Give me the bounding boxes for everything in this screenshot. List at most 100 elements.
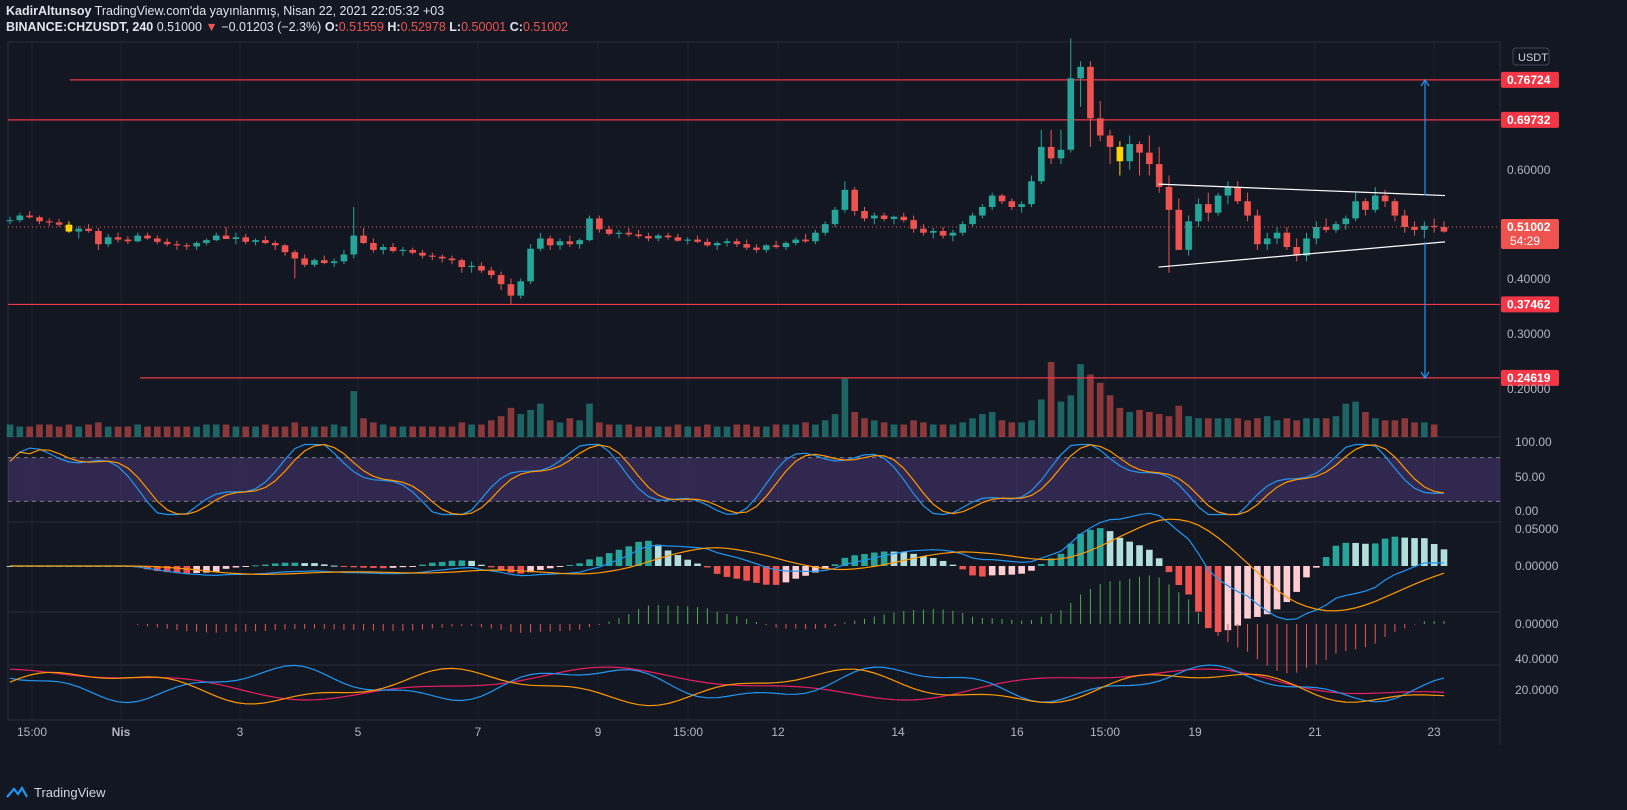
volume-bar bbox=[16, 426, 24, 437]
candle-body bbox=[45, 221, 53, 223]
volume-bar bbox=[1273, 420, 1281, 437]
brand-name[interactable]: TradingView bbox=[34, 784, 106, 800]
volume-bar bbox=[861, 418, 868, 437]
volume-bar bbox=[1322, 418, 1330, 437]
macd-histogram-bar bbox=[880, 551, 888, 566]
candle-body bbox=[704, 241, 711, 246]
candle-body bbox=[75, 228, 83, 232]
macd-histogram-bar bbox=[330, 565, 338, 567]
candle-body bbox=[576, 240, 583, 245]
volume-bar bbox=[1185, 416, 1192, 437]
author-name[interactable]: KadirAltunsoy bbox=[6, 4, 92, 18]
macd-histogram-bar bbox=[1352, 542, 1359, 566]
volume-bar bbox=[527, 409, 534, 437]
macd-histogram-bar bbox=[487, 566, 495, 568]
macd-histogram-bar bbox=[212, 566, 220, 572]
volume-bar bbox=[920, 422, 927, 437]
candle-body bbox=[890, 216, 898, 219]
candle-body bbox=[605, 229, 613, 234]
candle-body bbox=[1224, 186, 1232, 196]
level-price-label: 0.76724 bbox=[1507, 73, 1551, 87]
volume-bar bbox=[65, 424, 73, 437]
macd-histogram-bar bbox=[1313, 566, 1320, 568]
chart-canvas[interactable]: 0.767240.697320.374620.246190.5100254:29… bbox=[0, 0, 1627, 780]
macd-histogram-bar bbox=[1175, 566, 1183, 586]
macd-histogram-bar bbox=[1126, 541, 1133, 566]
macd-histogram-bar bbox=[1047, 558, 1055, 566]
macd-histogram-bar bbox=[1087, 529, 1094, 566]
candle-body bbox=[252, 240, 259, 242]
macd-histogram-bar bbox=[566, 564, 574, 566]
macd-histogram-bar bbox=[871, 552, 878, 566]
macd-histogram-bar bbox=[1234, 566, 1242, 626]
volume-bar bbox=[929, 424, 937, 437]
volume-bar bbox=[566, 418, 574, 437]
candle-body bbox=[841, 189, 849, 210]
candle-body bbox=[1430, 225, 1438, 227]
candle-body bbox=[85, 228, 92, 232]
level-price-label: 0.69732 bbox=[1507, 113, 1551, 127]
volume-bar bbox=[1146, 412, 1153, 437]
macd-histogram-bar bbox=[920, 556, 927, 566]
candle-body bbox=[173, 244, 181, 246]
candle-body bbox=[301, 258, 308, 265]
price-tick-label: 0.30000 bbox=[1507, 327, 1551, 341]
candle-body bbox=[291, 252, 299, 259]
macd-histogram-bar bbox=[1342, 542, 1350, 566]
candle-body bbox=[65, 224, 73, 232]
macd-histogram-bar bbox=[183, 566, 191, 574]
volume-bar bbox=[615, 424, 623, 437]
price-change: −0.01203 (−2.3%) bbox=[221, 20, 322, 34]
candle-body bbox=[625, 232, 633, 235]
volume-bar bbox=[831, 414, 839, 437]
macd-histogram-bar bbox=[1224, 566, 1232, 631]
volume-bar bbox=[389, 426, 397, 437]
macd-tick-label: 0.00000 bbox=[1515, 559, 1559, 573]
volume-bar bbox=[379, 424, 387, 437]
tradingview-logo-icon bbox=[6, 785, 28, 798]
candle-body bbox=[1273, 232, 1281, 239]
candle-body bbox=[1303, 238, 1310, 256]
publish-info: KadirAltunsoy TradingView.com'da yayınla… bbox=[6, 3, 568, 19]
candle-body bbox=[507, 284, 515, 296]
candle-body bbox=[448, 258, 456, 261]
macd-histogram-bar bbox=[517, 566, 525, 574]
macd-histogram-bar bbox=[311, 563, 318, 566]
volume-bar bbox=[429, 426, 436, 437]
stoch-band bbox=[8, 457, 1500, 502]
candle-body bbox=[753, 247, 760, 250]
symbol-label[interactable]: BINANCE:CHZUSDT, 240 bbox=[6, 20, 154, 34]
volume-bar bbox=[438, 426, 446, 437]
candle-body bbox=[183, 245, 191, 247]
volume-bar bbox=[1204, 418, 1212, 437]
volume-bar bbox=[1096, 382, 1104, 437]
volume-bar bbox=[1155, 414, 1163, 437]
candle-body bbox=[438, 256, 446, 259]
macd-histogram-bar bbox=[321, 564, 328, 566]
volume-bar bbox=[114, 426, 122, 437]
macd-histogram-bar bbox=[1371, 543, 1379, 566]
candle-body bbox=[1411, 226, 1418, 230]
macd-histogram-bar bbox=[841, 557, 849, 566]
publish-details: TradingView.com'da yayınlanmış, Nisan 22… bbox=[91, 4, 445, 18]
macd-histogram-bar bbox=[674, 555, 682, 566]
volume-bar bbox=[743, 424, 750, 437]
volume-bar bbox=[635, 426, 642, 437]
candle-body bbox=[1332, 224, 1340, 230]
candle-body bbox=[1077, 66, 1084, 79]
time-tick-label: 23 bbox=[1427, 725, 1441, 739]
volume-bar bbox=[674, 424, 682, 437]
volume-bar bbox=[26, 426, 33, 437]
candle-body bbox=[959, 224, 967, 233]
candle-body bbox=[988, 195, 996, 207]
macd-histogram-bar bbox=[1155, 558, 1163, 566]
candle-body bbox=[1018, 204, 1025, 207]
candle-body bbox=[851, 189, 858, 211]
macd-histogram-bar bbox=[743, 566, 750, 581]
macd-histogram-bar bbox=[1273, 566, 1281, 610]
dmi-tick-label: 20.0000 bbox=[1515, 683, 1559, 697]
candle-body bbox=[1293, 247, 1300, 256]
volume-bar bbox=[586, 403, 593, 437]
candle-body bbox=[743, 244, 750, 248]
countdown-label: 54:29 bbox=[1510, 234, 1540, 248]
